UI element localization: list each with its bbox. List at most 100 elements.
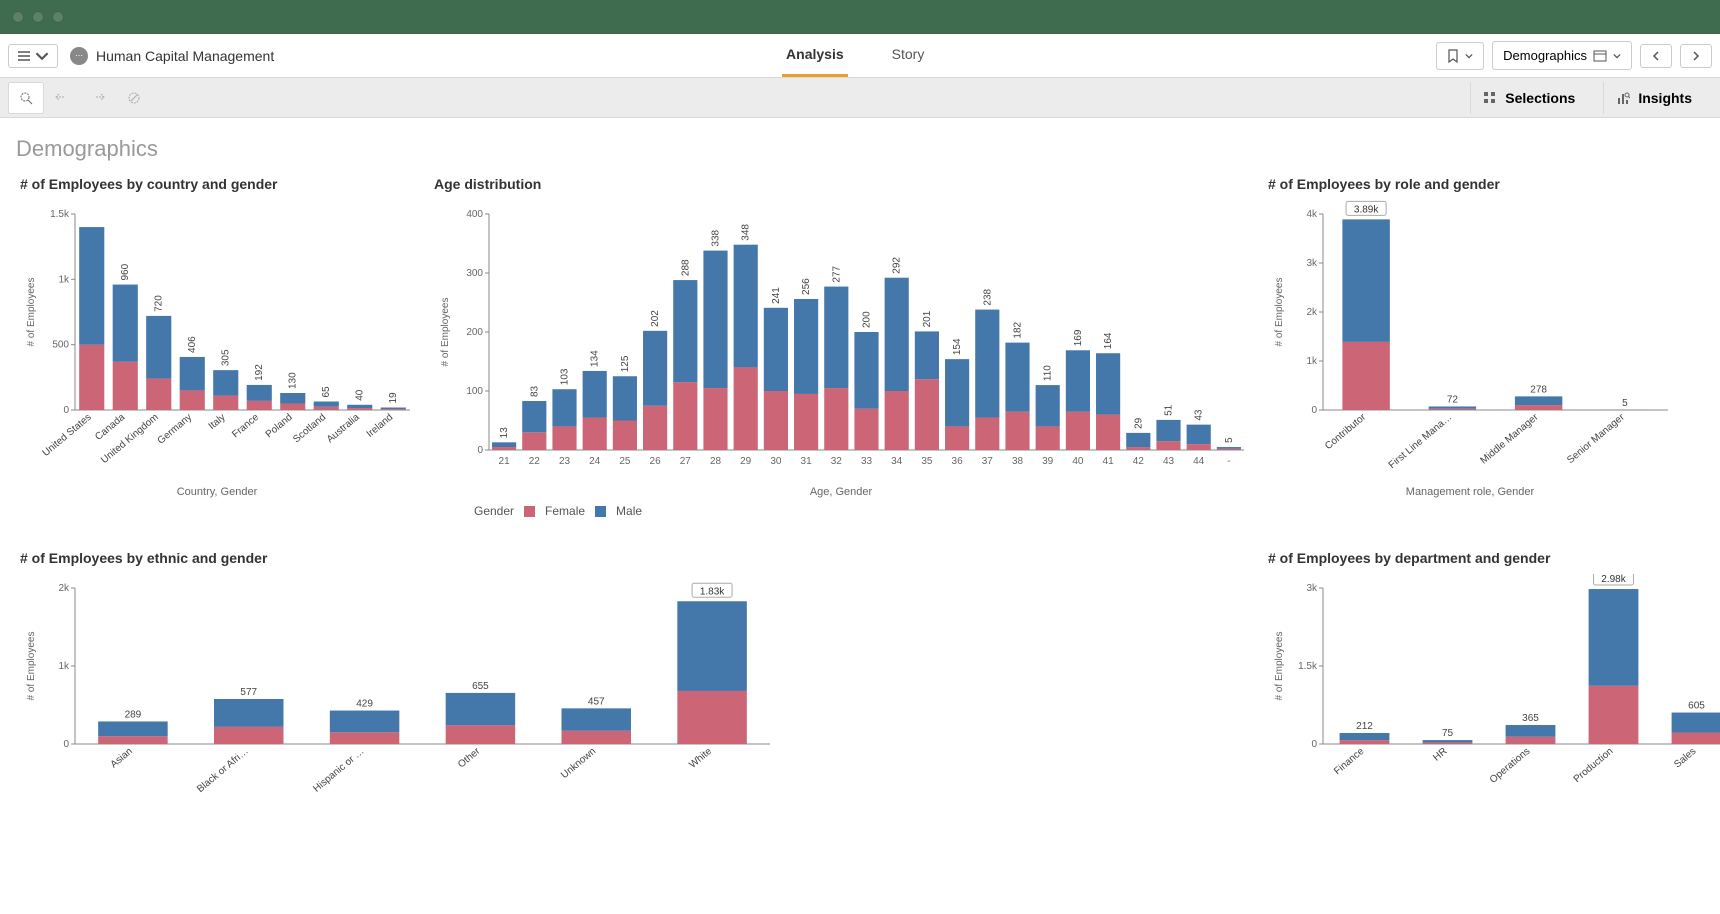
chart-country-gender[interactable]: # of Employees by country and gender 050… — [12, 170, 422, 540]
selections-tool-button[interactable]: Selections — [1470, 82, 1587, 114]
svg-text:164: 164 — [1103, 332, 1114, 349]
legend-female-label: Female — [545, 504, 585, 518]
redo-dashed-icon — [90, 90, 106, 106]
svg-text:# of Employees: # of Employees — [1274, 632, 1285, 701]
app-title: Human Capital Management — [96, 48, 274, 64]
tab-analysis[interactable]: Analysis — [782, 34, 848, 77]
svg-text:# of Employees: # of Employees — [440, 298, 451, 367]
svg-text:256: 256 — [801, 278, 812, 295]
svg-text:65: 65 — [321, 386, 332, 398]
svg-text:United States: United States — [41, 412, 94, 459]
window-chrome — [0, 0, 1720, 34]
step-back-button[interactable] — [44, 82, 80, 114]
smart-search-button[interactable] — [8, 82, 44, 114]
svg-text:31: 31 — [801, 456, 813, 467]
svg-text:51: 51 — [1164, 404, 1175, 416]
svg-text:Asian: Asian — [109, 746, 135, 771]
svg-text:134: 134 — [590, 350, 601, 367]
svg-text:720: 720 — [154, 295, 165, 312]
chart-svg-ethnic: 01k2k# of Employees289Asian577Black or A… — [20, 574, 780, 804]
clear-dashed-icon — [126, 90, 142, 106]
svg-text:960: 960 — [120, 263, 131, 280]
x-axis-label: Management role, Gender — [1268, 486, 1672, 498]
window-maximize-dot[interactable] — [52, 11, 64, 23]
chart-age-distribution[interactable]: Age distribution 0100200300400# of Emplo… — [426, 170, 1256, 540]
svg-text:HR: HR — [1431, 746, 1449, 764]
svg-text:40: 40 — [355, 389, 366, 401]
legend-swatch-male — [595, 506, 606, 517]
clear-selections-button[interactable] — [116, 82, 152, 114]
svg-text:43: 43 — [1163, 456, 1175, 467]
step-forward-button[interactable] — [80, 82, 116, 114]
window-close-dot[interactable] — [12, 11, 24, 23]
x-axis-label: Age, Gender — [434, 486, 1248, 498]
sheet-icon — [1593, 50, 1607, 62]
chart-svg-role: 01k2k3k4k# of Employees3.89kContributor7… — [1268, 200, 1678, 480]
svg-text:13: 13 — [499, 427, 510, 439]
svg-text:4k: 4k — [1306, 209, 1318, 220]
svg-text:605: 605 — [1688, 701, 1705, 712]
svg-text:41: 41 — [1103, 456, 1115, 467]
chevron-right-icon — [1691, 51, 1701, 61]
svg-text:38: 38 — [1012, 456, 1024, 467]
svg-text:2k: 2k — [1306, 307, 1318, 318]
svg-text:289: 289 — [125, 709, 142, 720]
svg-text:21: 21 — [499, 456, 511, 467]
svg-text:Italy: Italy — [207, 412, 228, 432]
chart-svg-age: 0100200300400# of Employees1321832210323… — [434, 200, 1254, 480]
svg-text:1k: 1k — [58, 661, 70, 672]
chevron-down-icon — [1465, 52, 1473, 60]
svg-text:83: 83 — [529, 385, 540, 397]
svg-text:36: 36 — [952, 456, 964, 467]
svg-text:0: 0 — [63, 739, 69, 750]
prev-sheet-button[interactable] — [1640, 44, 1672, 68]
sheet-selector-button[interactable]: Demographics — [1492, 41, 1632, 70]
svg-text:Contributor: Contributor — [1323, 411, 1368, 452]
svg-text:22: 22 — [529, 456, 541, 467]
svg-text:365: 365 — [1522, 713, 1539, 724]
svg-text:44: 44 — [1193, 456, 1205, 467]
chevron-down-icon — [1613, 52, 1621, 60]
svg-text:1.5k: 1.5k — [1298, 661, 1318, 672]
tab-story[interactable]: Story — [888, 34, 929, 77]
svg-text:1k: 1k — [58, 274, 70, 285]
svg-text:Operations: Operations — [1488, 746, 1533, 786]
svg-text:154: 154 — [952, 338, 963, 355]
svg-text:5: 5 — [1622, 398, 1628, 409]
svg-text:201: 201 — [922, 310, 933, 327]
svg-text:Middle Manager: Middle Manager — [1479, 411, 1542, 466]
chart-role-gender[interactable]: # of Employees by role and gender 01k2k3… — [1260, 170, 1680, 540]
bookmark-button[interactable] — [1436, 42, 1484, 70]
chart-title: Age distribution — [434, 176, 1248, 192]
app-icon: ⋯ — [70, 47, 88, 65]
insights-label: Insights — [1638, 90, 1692, 106]
hamburger-menu-button[interactable] — [8, 44, 58, 68]
svg-text:Scotland: Scotland — [291, 412, 328, 445]
svg-text:25: 25 — [619, 456, 631, 467]
svg-text:348: 348 — [741, 224, 752, 241]
svg-text:28: 28 — [710, 456, 722, 467]
window-minimize-dot[interactable] — [32, 11, 44, 23]
svg-text:577: 577 — [240, 687, 257, 698]
svg-text:406: 406 — [187, 336, 198, 353]
bookmark-icon — [1447, 49, 1459, 63]
svg-text:Black or Afri…: Black or Afri… — [195, 746, 251, 795]
selections-icon — [1483, 91, 1497, 105]
insights-button[interactable]: Insights — [1603, 82, 1704, 114]
svg-text:30: 30 — [770, 456, 782, 467]
selections-label: Selections — [1505, 90, 1575, 106]
chart-department-gender[interactable]: # of Employees by department and gender … — [1260, 544, 1680, 844]
svg-text:29: 29 — [740, 456, 752, 467]
next-sheet-button[interactable] — [1680, 44, 1712, 68]
svg-text:Senior Manager: Senior Manager — [1565, 411, 1627, 466]
svg-text:Production: Production — [1572, 746, 1616, 785]
svg-text:Unknown: Unknown — [559, 746, 598, 781]
svg-text:75: 75 — [1442, 728, 1454, 739]
svg-text:23: 23 — [559, 456, 571, 467]
legend-male-label: Male — [616, 504, 642, 518]
x-axis-label: Country, Gender — [20, 486, 414, 498]
svg-text:France: France — [230, 412, 261, 441]
chart-ethnic-gender[interactable]: # of Employees by ethnic and gender 01k2… — [12, 544, 1256, 844]
svg-text:457: 457 — [588, 696, 605, 707]
secondary-bar: Selections Insights — [0, 78, 1720, 118]
